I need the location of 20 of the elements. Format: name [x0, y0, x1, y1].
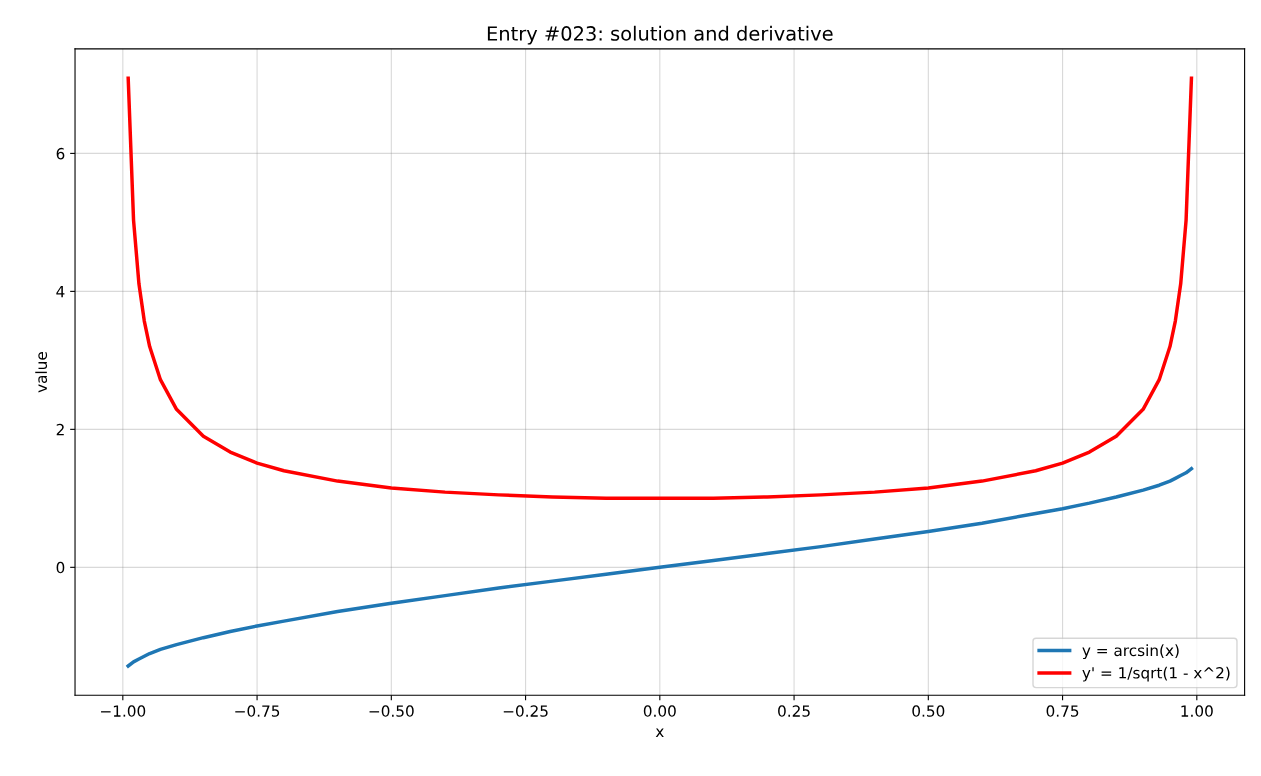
y-tick-label: 2 [56, 423, 64, 436]
chart-title: Entry #023: solution and derivative [487, 25, 833, 45]
line-series [126, 76, 1194, 501]
x-tick-label: 0.75 [1046, 705, 1079, 717]
x-tick-label: −0.50 [369, 705, 414, 717]
y-tick-label: 4 [56, 286, 65, 298]
x-tick-label: −0.75 [235, 705, 280, 717]
x-tick-label: 0.00 [643, 705, 676, 717]
x-tick-label: 0.25 [778, 705, 810, 717]
y-tick-label: 6 [56, 147, 65, 160]
line-series [126, 466, 1194, 668]
legend-label: y' = 1/sqrt(1 - x^2) [1082, 666, 1230, 682]
y-tick-label: 0 [56, 561, 65, 574]
y-axis-title: value [35, 352, 48, 393]
x-tick-label: 0.50 [912, 705, 945, 717]
x-tick-label: −0.25 [503, 705, 548, 717]
x-axis-title: x [655, 728, 664, 737]
legend-label: y = arcsin(x) [1082, 644, 1179, 660]
x-tick-label: 1.00 [1181, 705, 1213, 717]
x-tick-label: −1.00 [101, 705, 146, 717]
